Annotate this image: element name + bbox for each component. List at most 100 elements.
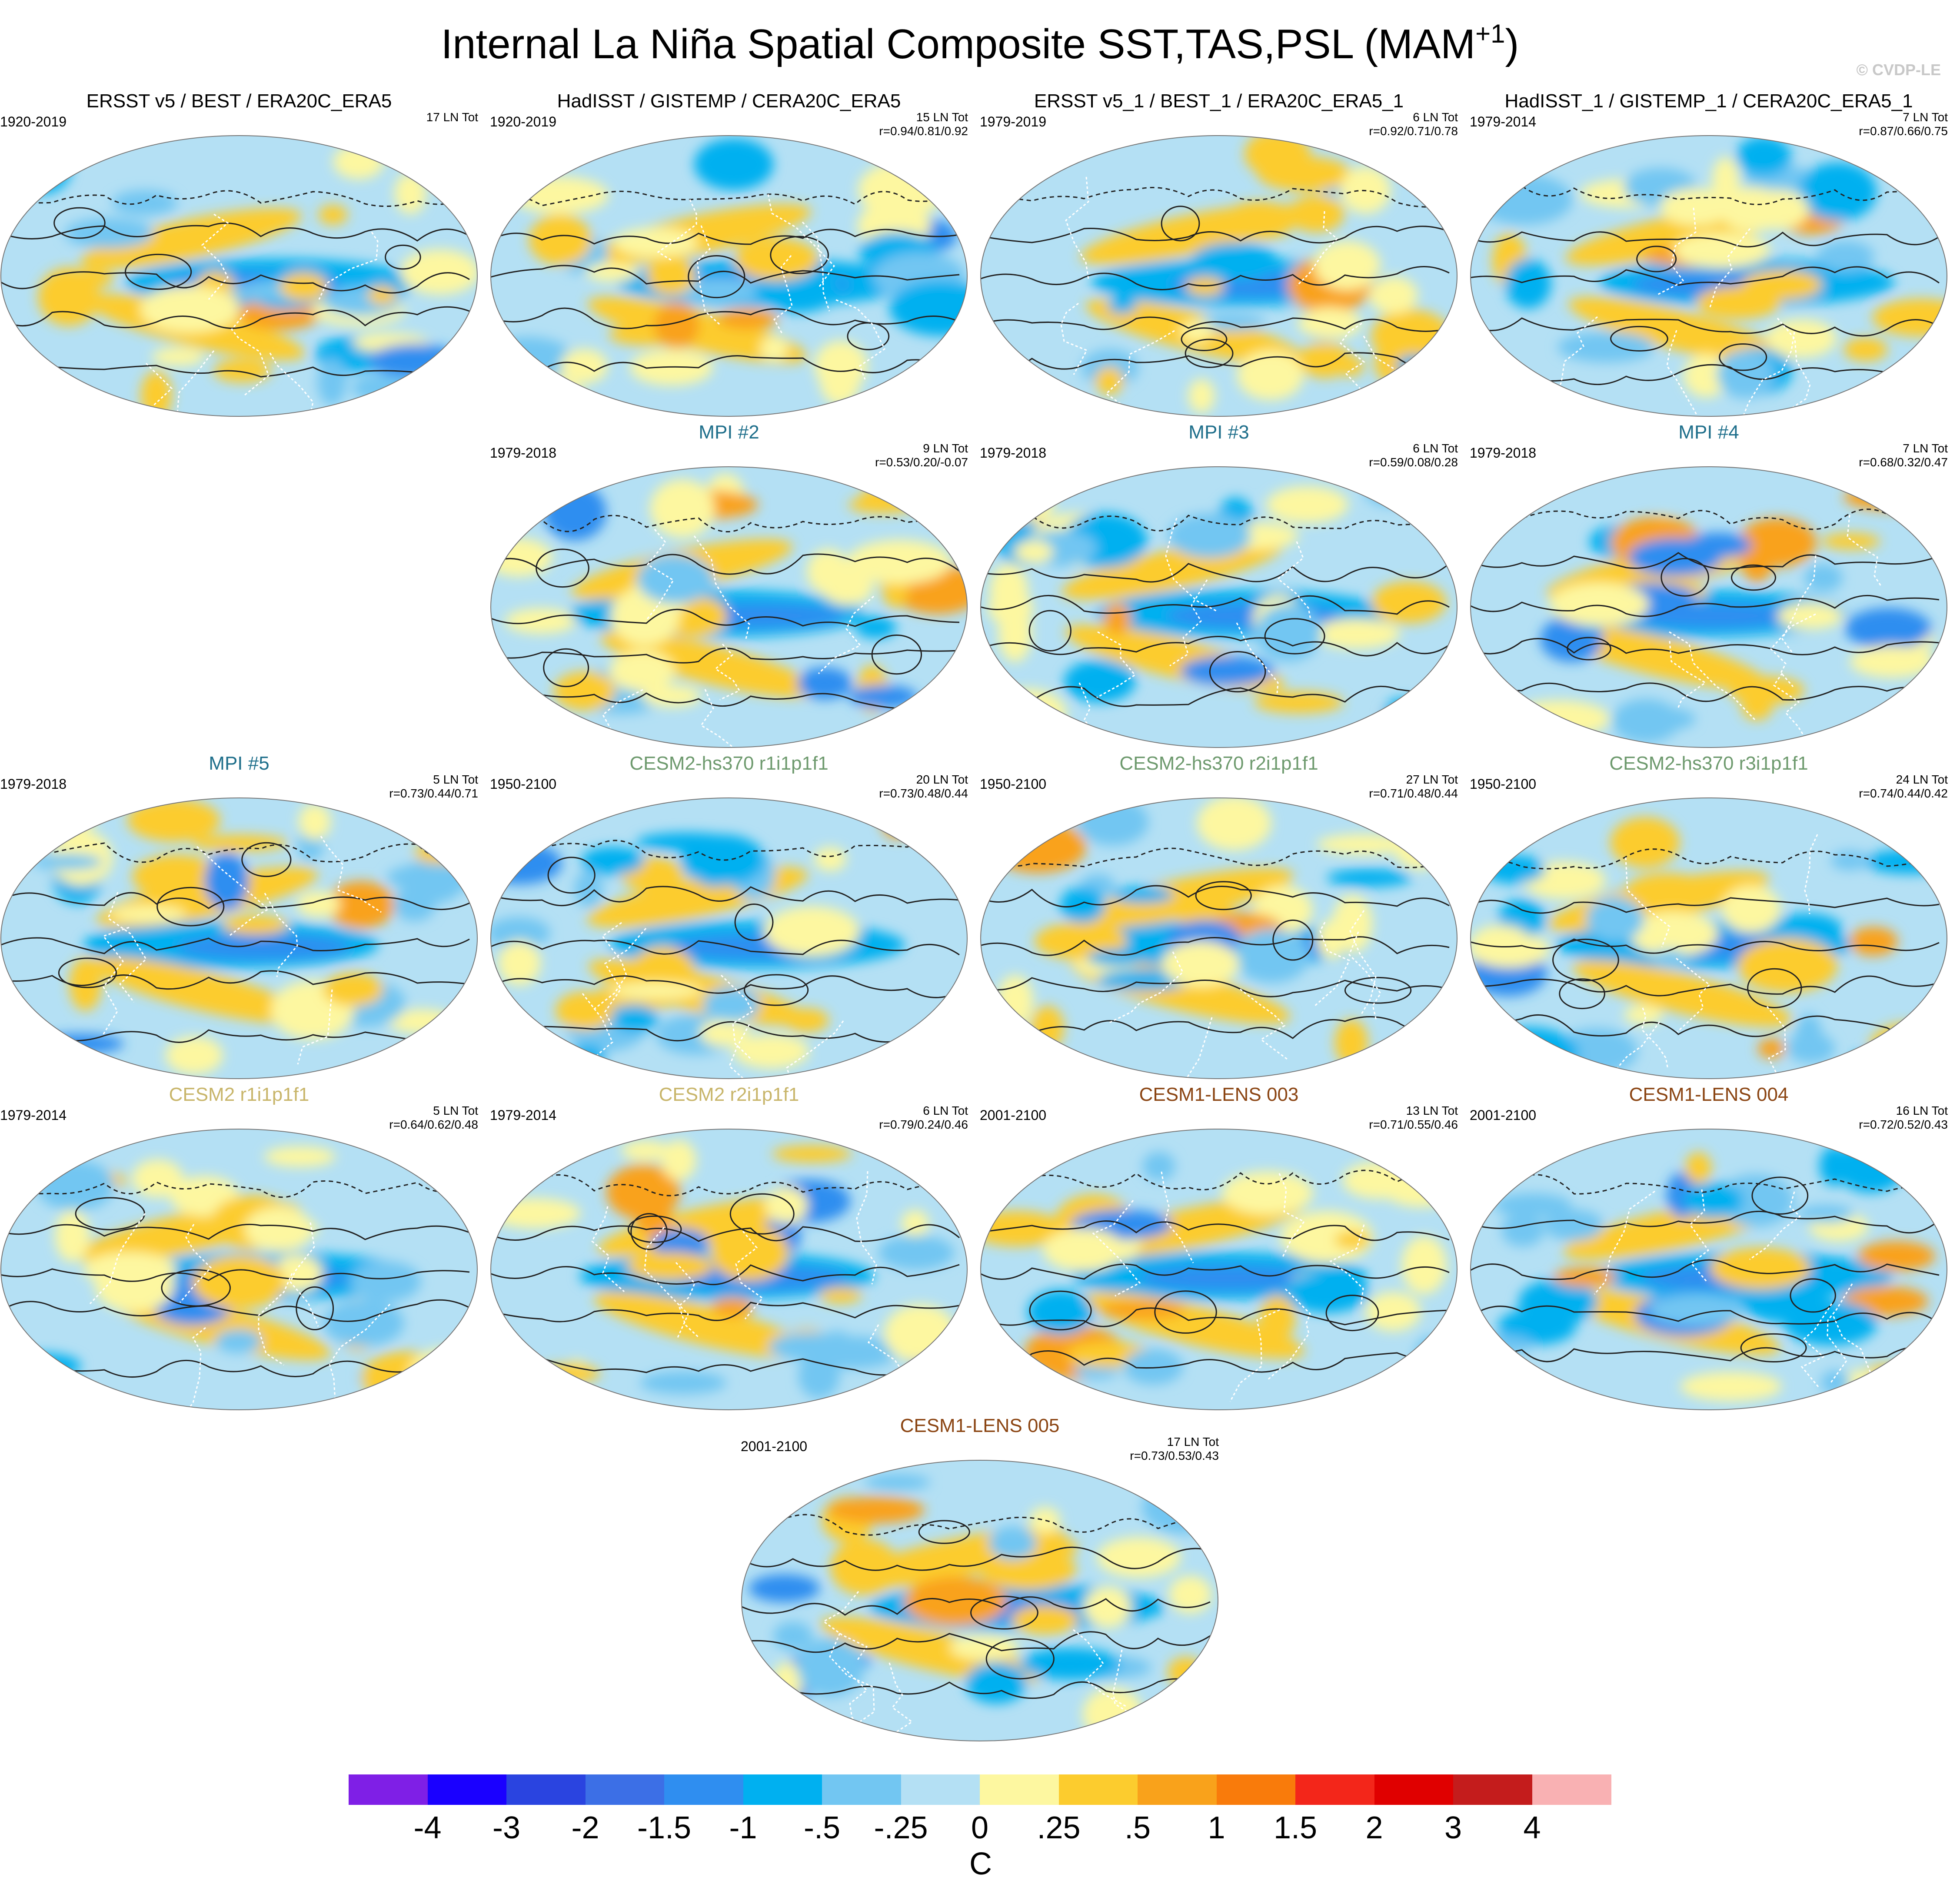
panel-corr: r=0.73/0.53/0.43 bbox=[1130, 1449, 1219, 1462]
panel-stats: 5 LN Tot r=0.64/0.62/0.48 bbox=[389, 1104, 478, 1132]
colorbar-tick-label: 2 bbox=[1365, 1811, 1383, 1845]
panel-stats: 20 LN Tot r=0.73/0.48/0.44 bbox=[879, 773, 968, 801]
map-panel-13: CESM2 r2i1p1f1 1979-2014 6 LN Tot r=0.79/… bbox=[490, 1080, 968, 1411]
panel-stats: 7 LN Tot r=0.68/0.32/0.47 bbox=[1859, 442, 1948, 469]
panel-stats: 13 LN Tot r=0.71/0.55/0.46 bbox=[1369, 1104, 1458, 1132]
map-panel-2: HadISST / GISTEMP / CERA20C_ERA5 1920-20… bbox=[490, 87, 968, 417]
panel-corr: r=0.94/0.81/0.92 bbox=[879, 124, 968, 138]
map-panel-5: MPI #2 1979-2018 9 LN Tot r=0.53/0.20/-0.… bbox=[490, 418, 968, 748]
panel-corr: r=0.71/0.48/0.44 bbox=[1369, 787, 1458, 800]
panel-corr: r=0.53/0.20/-0.07 bbox=[875, 455, 968, 469]
panel-corr: r=0.74/0.44/0.42 bbox=[1859, 787, 1948, 800]
composite-map bbox=[1470, 797, 1947, 1079]
map-field bbox=[1471, 1129, 1947, 1410]
panel-title: HadISST_1 / GISTEMP_1 / CERA20C_ERA5_1 bbox=[1504, 90, 1913, 112]
panel-period: 1979-2018 bbox=[1470, 445, 1537, 461]
panel-stats: 15 LN Tot r=0.94/0.81/0.92 bbox=[879, 110, 968, 138]
panel-title: CESM1-LENS 004 bbox=[1629, 1084, 1789, 1105]
composite-map bbox=[490, 797, 968, 1079]
panel-period: 1979-2014 bbox=[490, 1107, 557, 1123]
panel-corr: r=0.87/0.66/0.75 bbox=[1859, 124, 1948, 138]
panel-title: CESM2 r2i1p1f1 bbox=[659, 1084, 799, 1105]
panel-count: 17 LN Tot bbox=[426, 110, 478, 124]
map-panel-16: CESM1-LENS 005 2001-2100 17 LN Tot r=0.73… bbox=[741, 1412, 1219, 1742]
panel-title: MPI #4 bbox=[1678, 422, 1739, 443]
panel-stats: 6 LN Tot r=0.79/0.24/0.46 bbox=[879, 1104, 968, 1132]
panel-corr: r=0.72/0.52/0.43 bbox=[1859, 1118, 1948, 1131]
panel-corr: r=0.79/0.24/0.46 bbox=[879, 1118, 968, 1131]
panel-period: 1979-2018 bbox=[490, 445, 557, 461]
panel-stats: 17 LN Tot r=0.73/0.53/0.43 bbox=[1130, 1435, 1219, 1463]
colorbar-units: C bbox=[969, 1847, 992, 1881]
panel-title: CESM2-hs370 r3i1p1f1 bbox=[1609, 753, 1808, 774]
panel-title: CESM2-hs370 r2i1p1f1 bbox=[1119, 753, 1318, 774]
map-panel-12: CESM2 r1i1p1f1 1979-2014 5 LN Tot r=0.64/… bbox=[0, 1080, 478, 1411]
panel-period: 1950-2100 bbox=[980, 776, 1047, 792]
map-field bbox=[981, 1129, 1457, 1410]
colorbar-tick-label: 1 bbox=[1208, 1811, 1225, 1845]
panel-count: 5 LN Tot bbox=[433, 1104, 478, 1117]
panel-count: 6 LN Tot bbox=[1413, 442, 1458, 455]
panel-period: 1920-2019 bbox=[490, 114, 557, 130]
panel-count: 6 LN Tot bbox=[923, 1104, 968, 1117]
colorbar-swatch bbox=[585, 1774, 665, 1805]
panel-corr: r=0.64/0.62/0.48 bbox=[389, 1118, 478, 1131]
colorbar-swatch bbox=[743, 1774, 822, 1805]
title-main: Internal La Niña Spatial Composite SST,T… bbox=[441, 21, 1476, 67]
panel-count: 7 LN Tot bbox=[1903, 110, 1948, 124]
map-panel-10: CESM2-hs370 r2i1p1f1 1950-2100 27 LN Tot… bbox=[980, 749, 1458, 1080]
map-field bbox=[1471, 467, 1947, 747]
map-field bbox=[742, 1460, 1218, 1741]
composite-map bbox=[980, 135, 1458, 417]
map-panel-1: ERSST v5 / BEST / ERA20C_ERA5 1920-2019 … bbox=[0, 87, 478, 417]
panel-title: CESM2 r1i1p1f1 bbox=[169, 1084, 309, 1105]
map-field bbox=[1471, 136, 1947, 416]
map-panel-14: CESM1-LENS 003 2001-2100 13 LN Tot r=0.71… bbox=[980, 1080, 1458, 1411]
panel-stats: 6 LN Tot r=0.92/0.71/0.78 bbox=[1369, 110, 1458, 138]
panel-title: MPI #2 bbox=[699, 422, 759, 443]
panel-count: 20 LN Tot bbox=[916, 773, 968, 786]
panel-stats: 7 LN Tot r=0.87/0.66/0.75 bbox=[1859, 110, 1948, 138]
panel-title: MPI #3 bbox=[1188, 422, 1249, 443]
panel-period: 1979-2014 bbox=[0, 1107, 67, 1123]
figure-title: Internal La Niña Spatial Composite SST,T… bbox=[0, 8, 1960, 70]
map-panel-15: CESM1-LENS 004 2001-2100 16 LN Tot r=0.72… bbox=[1470, 1080, 1948, 1411]
panel-count: 24 LN Tot bbox=[1896, 773, 1948, 786]
colorbar-swatch bbox=[901, 1774, 980, 1805]
copyright-label: © CVDP-LE bbox=[1856, 61, 1941, 79]
colorbar-swatch bbox=[1138, 1774, 1217, 1805]
title-close: ) bbox=[1505, 21, 1519, 67]
panel-period: 2001-2100 bbox=[741, 1439, 808, 1454]
panel-period: 2001-2100 bbox=[1470, 1107, 1537, 1123]
panel-period: 1979-2018 bbox=[0, 776, 67, 792]
panel-stats: 5 LN Tot r=0.73/0.44/0.71 bbox=[389, 773, 478, 801]
composite-map bbox=[490, 1129, 968, 1410]
colorbar-tick-label: 3 bbox=[1444, 1811, 1462, 1845]
colorbar-swatch bbox=[664, 1774, 743, 1805]
map-panel-4: HadISST_1 / GISTEMP_1 / CERA20C_ERA5_1 1… bbox=[1470, 87, 1948, 417]
colorbar-swatch bbox=[506, 1774, 586, 1805]
composite-map bbox=[0, 1129, 478, 1410]
panel-title: ERSST v5_1 / BEST_1 / ERA20C_ERA5_1 bbox=[1034, 90, 1404, 112]
composite-map bbox=[741, 1460, 1218, 1741]
panel-corr: r=0.68/0.32/0.47 bbox=[1859, 455, 1948, 469]
colorbar-swatch bbox=[1216, 1774, 1296, 1805]
colorbar-swatch bbox=[1532, 1774, 1611, 1805]
panel-title: CESM1-LENS 003 bbox=[1139, 1084, 1299, 1105]
panel-count: 15 LN Tot bbox=[916, 110, 968, 124]
composite-map bbox=[1470, 1129, 1947, 1410]
panel-corr: r=0.73/0.48/0.44 bbox=[879, 787, 968, 800]
map-field bbox=[491, 798, 967, 1079]
colorbar bbox=[349, 1774, 1611, 1805]
colorbar-swatch bbox=[349, 1774, 428, 1805]
colorbar-tick-label: -3 bbox=[492, 1811, 521, 1845]
colorbar-swatch bbox=[980, 1774, 1059, 1805]
colorbar-tick-label: -4 bbox=[413, 1811, 442, 1845]
composite-map bbox=[980, 466, 1458, 748]
panel-stats: 27 LN Tot r=0.71/0.48/0.44 bbox=[1369, 773, 1458, 801]
panel-period: 1979-2019 bbox=[980, 114, 1047, 130]
panel-corr: r=0.92/0.71/0.78 bbox=[1369, 124, 1458, 138]
map-field bbox=[491, 467, 967, 747]
map-field bbox=[491, 1129, 967, 1410]
colorbar-tick-label: -1 bbox=[729, 1811, 757, 1845]
